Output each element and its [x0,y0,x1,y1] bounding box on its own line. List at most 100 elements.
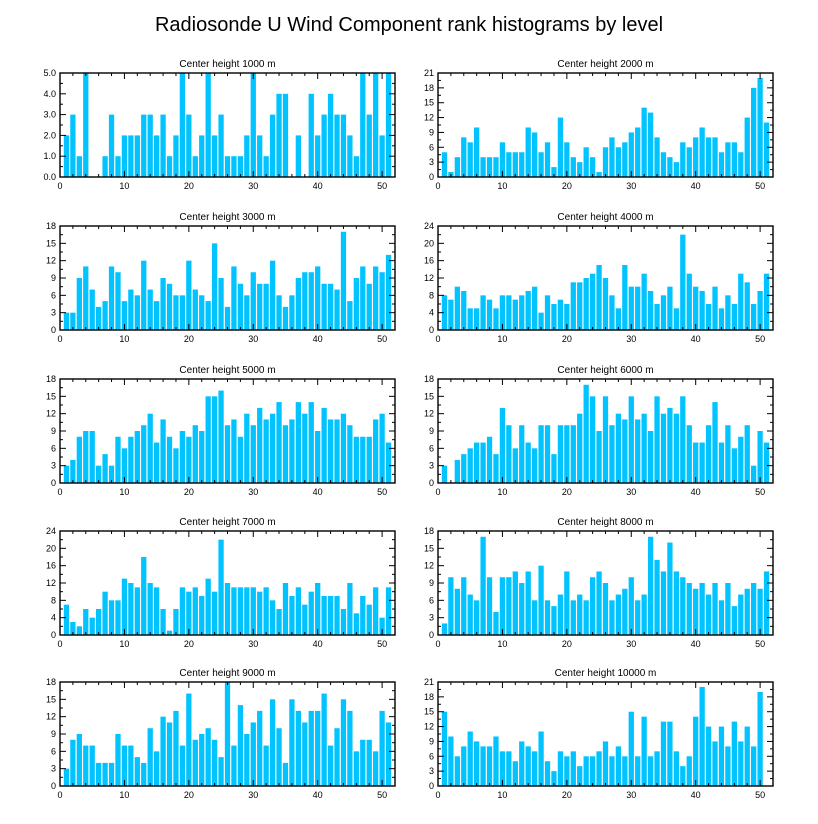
bar [353,278,359,330]
bar [564,142,570,177]
bar [360,739,366,786]
bar [506,152,512,177]
y-tick-label: 12 [46,409,56,419]
bar [308,710,314,786]
bar [315,431,321,483]
bar [531,132,538,177]
bar [347,135,353,177]
panel-title: Center height 7000 m [179,517,275,528]
bar [486,577,493,635]
bar [647,112,654,177]
bar [160,278,166,330]
bar [461,454,467,483]
bar [76,278,82,330]
bar [160,609,166,635]
bar [269,699,276,786]
bar [660,152,667,177]
x-tick-label: 10 [497,181,507,191]
bar [385,254,392,330]
bar [725,746,731,786]
bar [557,425,564,483]
bar [699,127,705,177]
bar [115,436,121,483]
bar [647,756,654,786]
bar [108,266,115,330]
bar [725,295,731,330]
bar [654,304,660,330]
bar [302,272,308,330]
bar [660,721,667,786]
x-tick-label: 30 [626,181,636,191]
panel-8: Center height 8000 m 0 3 6 9 12 15 18 0 10 20 30 40 5… [424,517,774,649]
bar [224,682,231,786]
bar [334,114,340,177]
x-tick-label: 20 [184,487,194,497]
bar [512,299,518,330]
bar [744,726,750,786]
bar [718,152,725,177]
bar [673,308,679,330]
bar [153,442,160,483]
bar [63,604,70,635]
bar [89,745,95,786]
bar [583,600,589,635]
bar [609,756,615,786]
bar [199,295,205,330]
bar [705,304,712,330]
bar [602,583,609,635]
bar [538,312,544,330]
bar [263,283,269,330]
y-tick-label: 18 [46,221,56,231]
bar [173,609,179,635]
bar [327,93,334,177]
x-tick-label: 0 [435,487,440,497]
bar [244,295,250,330]
bar [699,583,705,635]
bar [480,746,486,786]
y-tick-label: 12 [424,113,434,123]
bar [615,594,622,635]
bar [499,407,506,483]
x-tick-label: 30 [248,334,258,344]
bar [441,711,448,786]
bar [461,746,467,786]
y-tick-label: 9 [429,127,434,137]
bar [321,596,327,635]
bar [321,114,327,177]
y-tick-label: 15 [46,391,56,401]
bar [589,756,596,786]
bar [385,73,392,177]
bar [712,583,718,635]
bar [596,265,602,330]
bar [366,436,372,483]
bar [347,710,353,786]
bar [557,299,564,330]
bar [589,396,596,483]
bar [474,308,480,330]
bar [102,762,108,786]
y-tick-label: 9 [429,578,434,588]
bar [76,734,82,786]
bar [115,734,121,786]
y-tick-label: 12 [424,722,434,732]
bar [379,135,385,177]
bar [744,425,750,483]
bar [244,135,250,177]
bar [211,739,218,786]
bar [467,308,473,330]
bar [454,157,460,177]
bar [134,135,140,177]
bar [744,117,750,177]
bar [231,419,237,483]
y-tick-label: 15 [424,98,434,108]
bar [757,691,763,786]
bar [257,135,263,177]
bar [467,731,473,786]
y-tick-label: 6 [51,290,56,300]
x-tick-label: 0 [435,790,440,800]
bar [602,147,609,177]
bar [147,583,153,635]
bar [166,722,173,786]
bar [121,301,128,330]
